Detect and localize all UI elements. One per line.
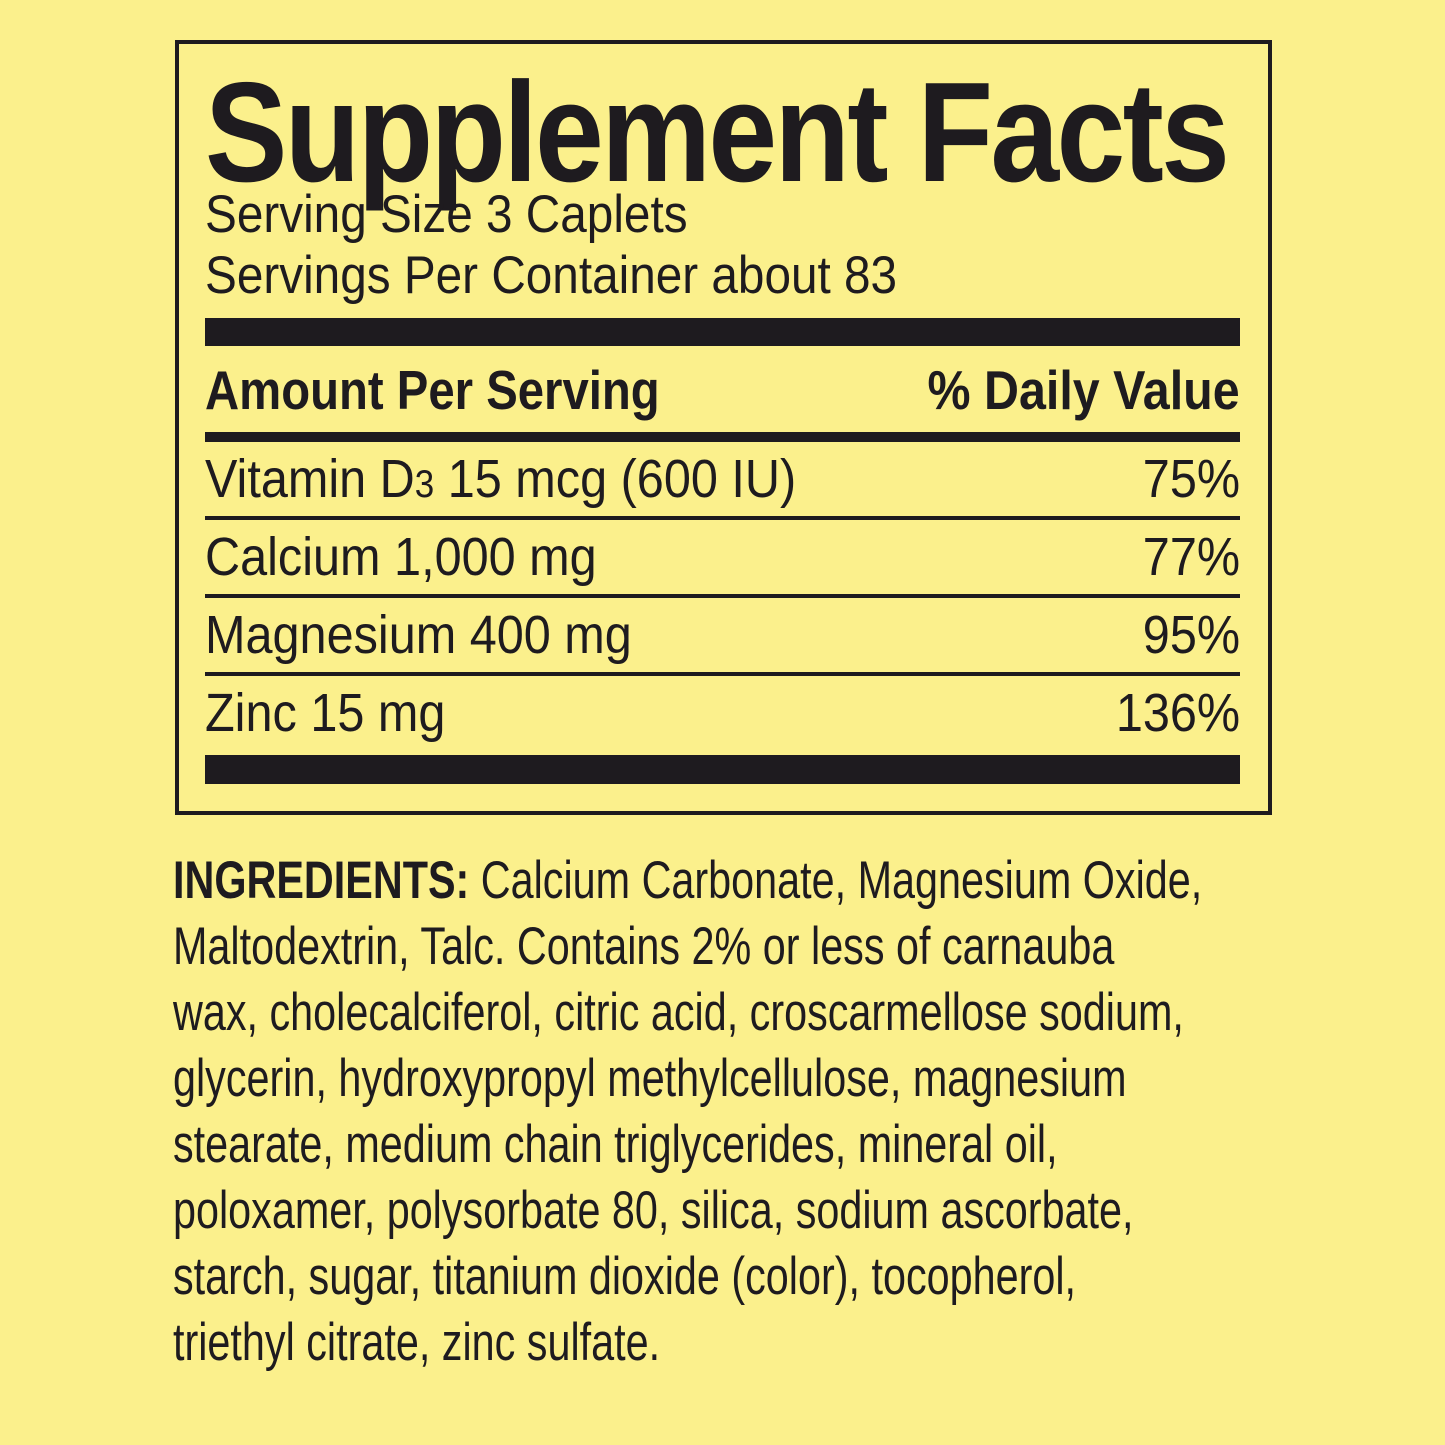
ingredients-line: INGREDIENTS: Calcium Carbonate, Magnesiu… [173, 848, 1202, 914]
nutrient-name-part: Calcium 1,000 mg [205, 527, 597, 587]
nutrient-name: Zinc 15 mg [205, 682, 445, 744]
nutrient-daily-value: 95% [1142, 605, 1240, 665]
serving-size-text: Serving Size 3 Caplets [205, 185, 688, 244]
thick-divider-bottom [205, 755, 1240, 784]
nutrient-name-part: Zinc 15 mg [205, 683, 446, 743]
nutrient-table: Vitamin D3 15 mcg (600 IU) 75% Calcium 1… [205, 442, 1240, 750]
table-row: Vitamin D3 15 mcg (600 IU) 75% [205, 442, 1240, 520]
ingredients-paragraph: INGREDIENTS: Calcium Carbonate, Magnesiu… [173, 848, 1445, 1376]
supplement-facts-title: Supplement Facts [205, 53, 1230, 212]
ingredients-line: triethyl citrate, zinc sulfate. [173, 1313, 661, 1372]
nutrient-name: Vitamin D3 15 mcg (600 IU) [205, 448, 796, 510]
nutrient-daily-value: 136% [1115, 683, 1240, 743]
thick-divider-top [205, 318, 1240, 346]
nutrient-name: Magnesium 400 mg [205, 604, 632, 666]
supplement-facts-panel: Supplement Facts Serving Size 3 Caplets … [175, 40, 1272, 815]
ingredients-line: starch, sugar, titanium dioxide (color),… [173, 1247, 1077, 1306]
nutrient-daily-value: 77% [1142, 527, 1240, 587]
ingredients-line: Maltodextrin, Talc. Contains 2% or less … [173, 917, 1115, 976]
nutrient-name-part: 15 mcg (600 IU) [434, 449, 797, 509]
table-row: Calcium 1,000 mg 77% [205, 520, 1240, 598]
ingredients-line: wax, cholecalciferol, citric acid, crosc… [173, 983, 1184, 1042]
table-row: Zinc 15 mg 136% [205, 676, 1240, 750]
servings-per-container-text: Servings Per Container about 83 [205, 246, 898, 305]
ingredients-label: INGREDIENTS: [173, 851, 470, 910]
serving-info: Serving Size 3 Caplets Servings Per Cont… [205, 184, 974, 306]
ingredients-text: Calcium Carbonate, Magnesium Oxide, [469, 851, 1203, 910]
nutrient-name-part: Vitamin D [205, 449, 415, 509]
nutrient-name-part: Magnesium 400 mg [205, 605, 632, 665]
header-divider [205, 432, 1240, 442]
ingredients-line: glycerin, hydroxypropyl methylcellulose,… [173, 1049, 1127, 1108]
table-row: Magnesium 400 mg 95% [205, 598, 1240, 676]
table-header-row: Amount Per Serving % Daily Value [205, 352, 1240, 428]
ingredients-line: stearate, medium chain triglycerides, mi… [173, 1115, 1058, 1174]
nutrient-name-subscript: 3 [414, 463, 435, 506]
daily-value-header: % Daily Value [927, 359, 1240, 421]
nutrient-daily-value: 75% [1142, 449, 1240, 509]
ingredients-line: poloxamer, polysorbate 80, silica, sodiu… [173, 1181, 1134, 1240]
nutrient-name: Calcium 1,000 mg [205, 526, 597, 588]
amount-per-serving-header: Amount Per Serving [205, 359, 660, 421]
